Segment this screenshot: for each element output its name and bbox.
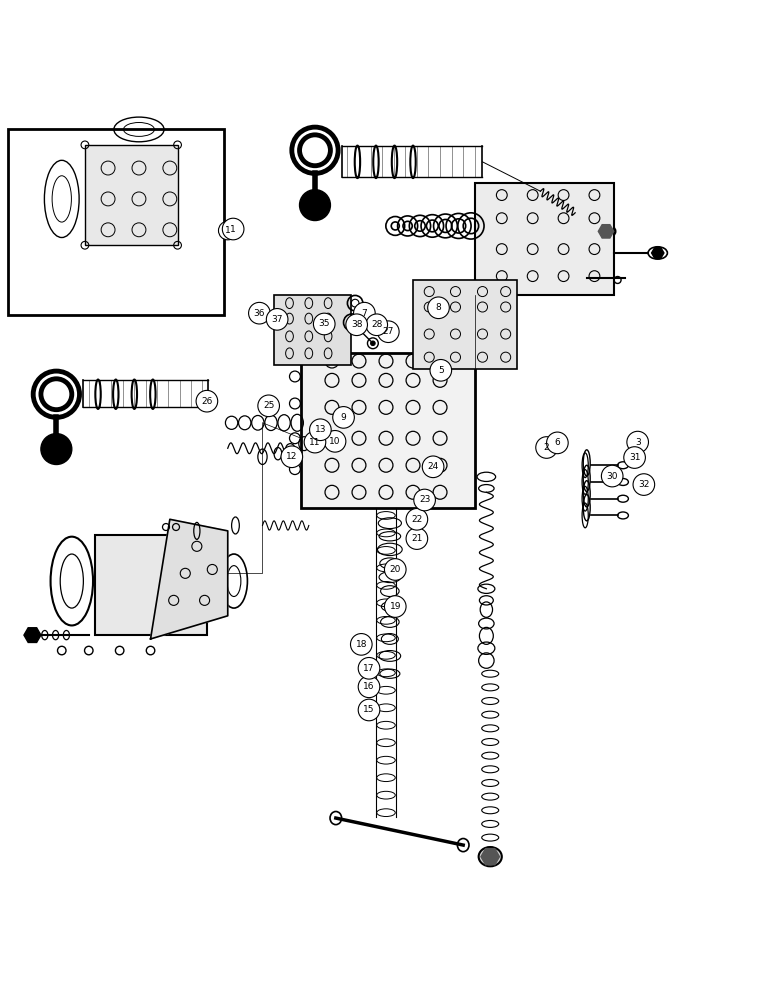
Text: 23: 23 — [419, 495, 430, 504]
Circle shape — [547, 432, 568, 454]
Text: 12: 12 — [286, 452, 297, 461]
Text: 24: 24 — [428, 462, 438, 471]
Circle shape — [414, 489, 435, 511]
Circle shape — [354, 302, 375, 324]
Bar — [95, 535, 207, 635]
Text: 38: 38 — [351, 320, 362, 329]
Text: 15: 15 — [364, 705, 374, 714]
Circle shape — [196, 390, 218, 412]
Text: 36: 36 — [254, 309, 265, 318]
Text: 20: 20 — [390, 565, 401, 574]
Text: 27: 27 — [383, 327, 394, 336]
Text: 5: 5 — [438, 366, 444, 375]
Polygon shape — [151, 519, 228, 639]
Text: 30: 30 — [607, 472, 618, 481]
Circle shape — [627, 431, 648, 453]
Polygon shape — [24, 628, 41, 642]
Circle shape — [324, 431, 346, 452]
Circle shape — [358, 676, 380, 698]
Circle shape — [258, 395, 279, 417]
Text: 35: 35 — [319, 319, 330, 328]
Circle shape — [358, 657, 380, 679]
Bar — [274, 295, 351, 365]
Bar — [85, 145, 178, 245]
Text: 1: 1 — [230, 225, 236, 234]
Circle shape — [406, 528, 428, 549]
Text: 37: 37 — [272, 315, 283, 324]
Circle shape — [422, 456, 444, 478]
Bar — [301, 353, 475, 508]
Text: 21: 21 — [411, 534, 422, 543]
Circle shape — [428, 297, 449, 319]
Circle shape — [304, 431, 326, 453]
Circle shape — [350, 634, 372, 655]
Bar — [8, 129, 224, 315]
Circle shape — [281, 446, 303, 468]
Circle shape — [633, 474, 655, 495]
Polygon shape — [652, 248, 664, 258]
Circle shape — [384, 596, 406, 617]
Text: 6: 6 — [554, 438, 560, 447]
Text: 17: 17 — [364, 664, 374, 673]
Text: 16: 16 — [364, 682, 374, 691]
Text: 10: 10 — [330, 437, 340, 446]
Text: 1: 1 — [225, 226, 231, 235]
Circle shape — [249, 302, 270, 324]
Circle shape — [366, 314, 388, 336]
Text: 13: 13 — [315, 425, 326, 434]
Circle shape — [358, 699, 380, 721]
Ellipse shape — [596, 224, 616, 238]
Circle shape — [601, 465, 623, 487]
Circle shape — [536, 437, 557, 458]
Text: 7: 7 — [361, 309, 367, 318]
Circle shape — [406, 508, 428, 530]
Circle shape — [310, 419, 331, 441]
Text: 11: 11 — [310, 438, 320, 447]
Circle shape — [300, 190, 330, 221]
Circle shape — [313, 313, 335, 335]
Text: 3: 3 — [635, 438, 641, 447]
Circle shape — [378, 321, 399, 343]
Text: 18: 18 — [356, 640, 367, 649]
Circle shape — [624, 447, 645, 468]
Circle shape — [430, 359, 452, 381]
Circle shape — [222, 218, 244, 240]
Ellipse shape — [371, 341, 375, 346]
Circle shape — [266, 309, 288, 330]
Text: 9: 9 — [340, 413, 347, 422]
Polygon shape — [481, 849, 499, 865]
Text: 32: 32 — [638, 480, 649, 489]
Circle shape — [384, 559, 406, 580]
Circle shape — [41, 434, 72, 464]
Bar — [475, 183, 614, 295]
Text: 26: 26 — [201, 397, 212, 406]
Text: 31: 31 — [629, 453, 640, 462]
Ellipse shape — [479, 847, 502, 866]
Circle shape — [333, 407, 354, 428]
Text: 28: 28 — [371, 320, 382, 329]
Text: 19: 19 — [390, 602, 401, 611]
Circle shape — [346, 314, 367, 336]
Text: 8: 8 — [435, 303, 442, 312]
Text: 2: 2 — [543, 443, 550, 452]
Text: 22: 22 — [411, 515, 422, 524]
Ellipse shape — [588, 216, 598, 231]
Text: 25: 25 — [263, 401, 274, 410]
Bar — [413, 280, 517, 369]
Circle shape — [218, 221, 237, 240]
Polygon shape — [598, 225, 614, 238]
